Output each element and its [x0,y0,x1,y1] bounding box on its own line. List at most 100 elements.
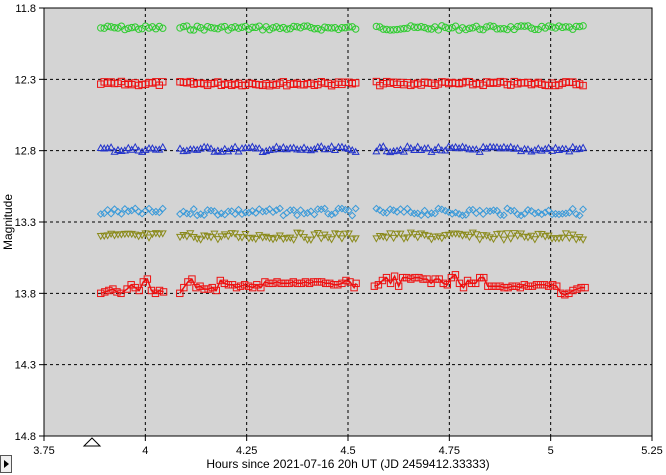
data-point [107,23,115,31]
data-point [255,232,264,240]
data-point [327,210,336,219]
x-tick-label: 4 [142,445,148,457]
data-point [258,207,267,216]
scroll-right-button[interactable] [0,455,12,473]
data-point [110,232,119,240]
data-point [159,78,167,86]
data-point [158,230,167,238]
data-point [407,22,415,30]
data-point [300,22,308,30]
data-point [413,142,422,150]
data-point [513,143,522,152]
data-point [465,233,474,242]
data-point [214,25,222,33]
data-point [272,23,281,31]
data-point [527,24,536,32]
data-point [344,230,353,238]
data-point [245,25,253,33]
data-point [372,22,381,31]
data-point [299,143,309,151]
data-point [251,209,260,217]
data-point [517,211,525,220]
data-point [314,24,322,33]
data-point [386,230,395,238]
data-point [461,231,471,239]
data-point [141,22,150,30]
data-point [575,234,584,242]
data-point [143,275,152,283]
data-point [237,234,247,242]
data-point [548,23,556,31]
data-point [561,144,570,153]
data-point [568,142,577,151]
data-point [415,273,423,282]
data-point [303,209,312,217]
data-point [351,147,360,155]
data-point [158,204,167,213]
x-tick-label: 3.75 [33,445,54,457]
data-point [548,210,556,219]
data-point [482,232,491,240]
data-point [180,283,188,292]
data-point [458,142,467,150]
play-arrow-icon [4,460,9,468]
data-point [575,211,584,220]
data-point [240,281,249,289]
data-point [227,24,236,32]
data-point [296,230,305,238]
series-3 [96,204,588,220]
data-point [417,145,426,154]
data-point [530,209,539,218]
data-point [396,25,405,33]
data-point [427,279,435,288]
data-point [277,279,285,288]
data-point [561,209,570,218]
data-point [561,291,569,299]
data-point [186,210,195,218]
data-point [217,23,226,31]
data-point [203,22,212,31]
series-0 [97,22,587,34]
data-point [283,25,291,33]
data-point [534,144,543,152]
data-point [220,279,229,288]
data-point [285,279,293,288]
data-point [317,205,326,214]
data-point [97,24,105,32]
data-point [289,143,298,151]
data-point [482,23,491,31]
data-point [307,23,315,32]
data-point [121,25,129,34]
data-point [297,279,306,288]
data-point [348,145,357,154]
data-point [231,210,240,218]
data-point [123,285,131,293]
data-point [124,143,133,152]
series-4 [96,229,588,244]
data-point [309,278,318,286]
data-point [458,211,467,220]
data-point [134,233,143,241]
data-point [327,142,336,150]
data-point [279,143,288,151]
data-point [303,22,312,30]
data-point [551,24,560,32]
data-point [352,25,360,33]
data-point [258,234,267,242]
data-point [523,234,533,242]
data-point [232,283,241,292]
data-point [441,23,449,32]
data-point [127,206,136,215]
data-point [306,236,315,244]
data-point [227,144,236,152]
data-point [417,23,425,31]
data-point [537,230,546,239]
data-point [317,235,326,243]
data-point [272,142,281,150]
data-point [334,281,342,289]
time-marker-triangle-icon[interactable] [82,437,102,447]
data-point [508,282,516,290]
data-point [276,24,284,33]
data-point [520,281,529,289]
series-2 [96,142,588,156]
